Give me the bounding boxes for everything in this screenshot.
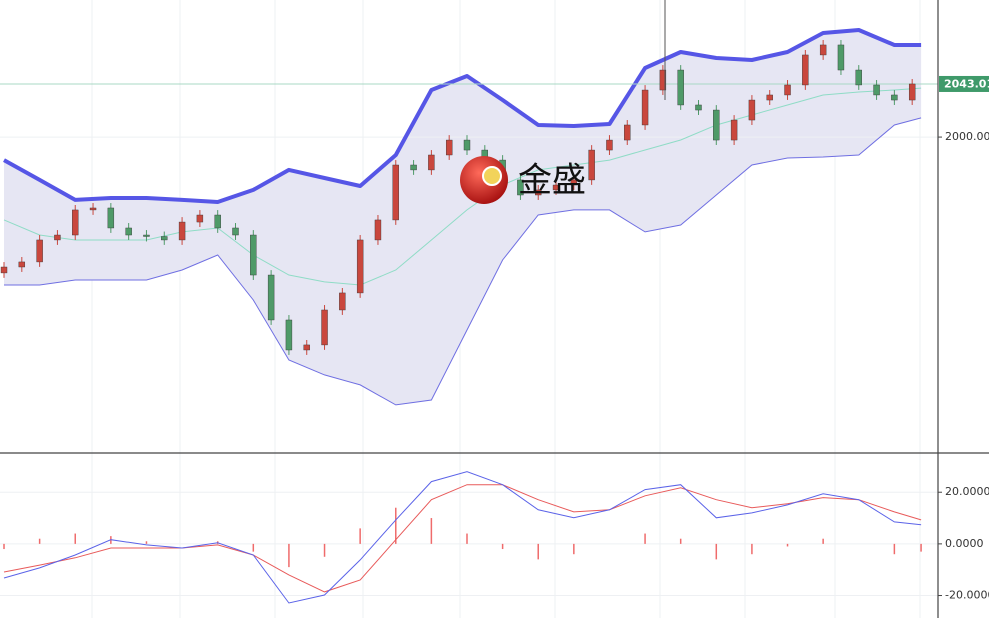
- candle-body: [410, 164, 417, 171]
- candle-body: [161, 236, 168, 241]
- candle-body: [802, 54, 809, 86]
- candle-body: [535, 189, 542, 196]
- middle-band: [3, 87, 922, 286]
- candle-body: [908, 83, 916, 101]
- candle-body: [819, 44, 827, 56]
- candle-body: [321, 309, 328, 346]
- candle-body: [713, 109, 720, 141]
- candle-body: [748, 99, 756, 121]
- price-panel: [0, 28, 938, 406]
- candle-body: [303, 344, 310, 351]
- candle-body: [89, 207, 97, 211]
- y-tick-label: 20.0000: [945, 485, 989, 498]
- candle-body: [463, 139, 471, 151]
- candle-body: [837, 44, 845, 71]
- candle-body: [339, 292, 346, 311]
- candle-body: [428, 154, 435, 171]
- candle-body: [730, 119, 738, 141]
- candle-body: [392, 164, 399, 221]
- y-tick-label: 2000.00: [945, 130, 989, 143]
- candle-body: [570, 179, 578, 186]
- dea-line: [3, 484, 922, 593]
- candle-body: [250, 234, 257, 276]
- y-tick-label: 0.0000: [945, 537, 984, 550]
- candle-body: [374, 219, 382, 241]
- candle-body: [285, 319, 293, 351]
- candle-body: [784, 84, 791, 96]
- candle-body: [356, 239, 364, 294]
- candle-body: [178, 221, 186, 241]
- upper-band: [3, 28, 922, 204]
- watermark: 金盛: [460, 156, 586, 204]
- candle-body: [143, 234, 150, 237]
- candle-body: [36, 239, 43, 263]
- candle-body: [624, 124, 631, 141]
- last-price-badge: [939, 75, 989, 92]
- candle-body: [873, 84, 880, 96]
- candle-body: [517, 179, 524, 196]
- y-tick-label: -20.0000: [945, 589, 989, 602]
- candle-body: [0, 266, 8, 274]
- dif-line: [3, 471, 922, 604]
- candle-body: [18, 261, 26, 268]
- macd-panel: [0, 471, 938, 604]
- candle-body: [677, 69, 684, 106]
- candle-body: [855, 69, 862, 86]
- candle-body: [196, 214, 204, 223]
- axis: 2000.00 2043.01 20.0000 0.0000 -20.0000: [938, 75, 989, 602]
- candle-body: [232, 227, 239, 236]
- candle-body: [54, 234, 61, 241]
- candle-body: [125, 227, 132, 236]
- lower-band: [4, 117, 922, 406]
- candle-body: [695, 104, 702, 111]
- candle-body: [72, 209, 79, 236]
- watermark-text: 金盛: [518, 161, 586, 201]
- candle-body: [891, 94, 898, 101]
- candle-body: [641, 89, 649, 126]
- candle-body: [445, 139, 453, 156]
- band-fill: [4, 30, 922, 405]
- last-price-label: 2043.01: [944, 77, 989, 90]
- candle-body: [267, 274, 275, 321]
- candle-body: [766, 94, 773, 101]
- candle-body: [588, 149, 595, 181]
- candle-body: [606, 139, 613, 151]
- logo-coin: [482, 166, 502, 186]
- candle-body: [552, 184, 560, 191]
- candle-body: [214, 214, 221, 229]
- candle-body: [659, 69, 667, 91]
- candle-body: [107, 207, 115, 229]
